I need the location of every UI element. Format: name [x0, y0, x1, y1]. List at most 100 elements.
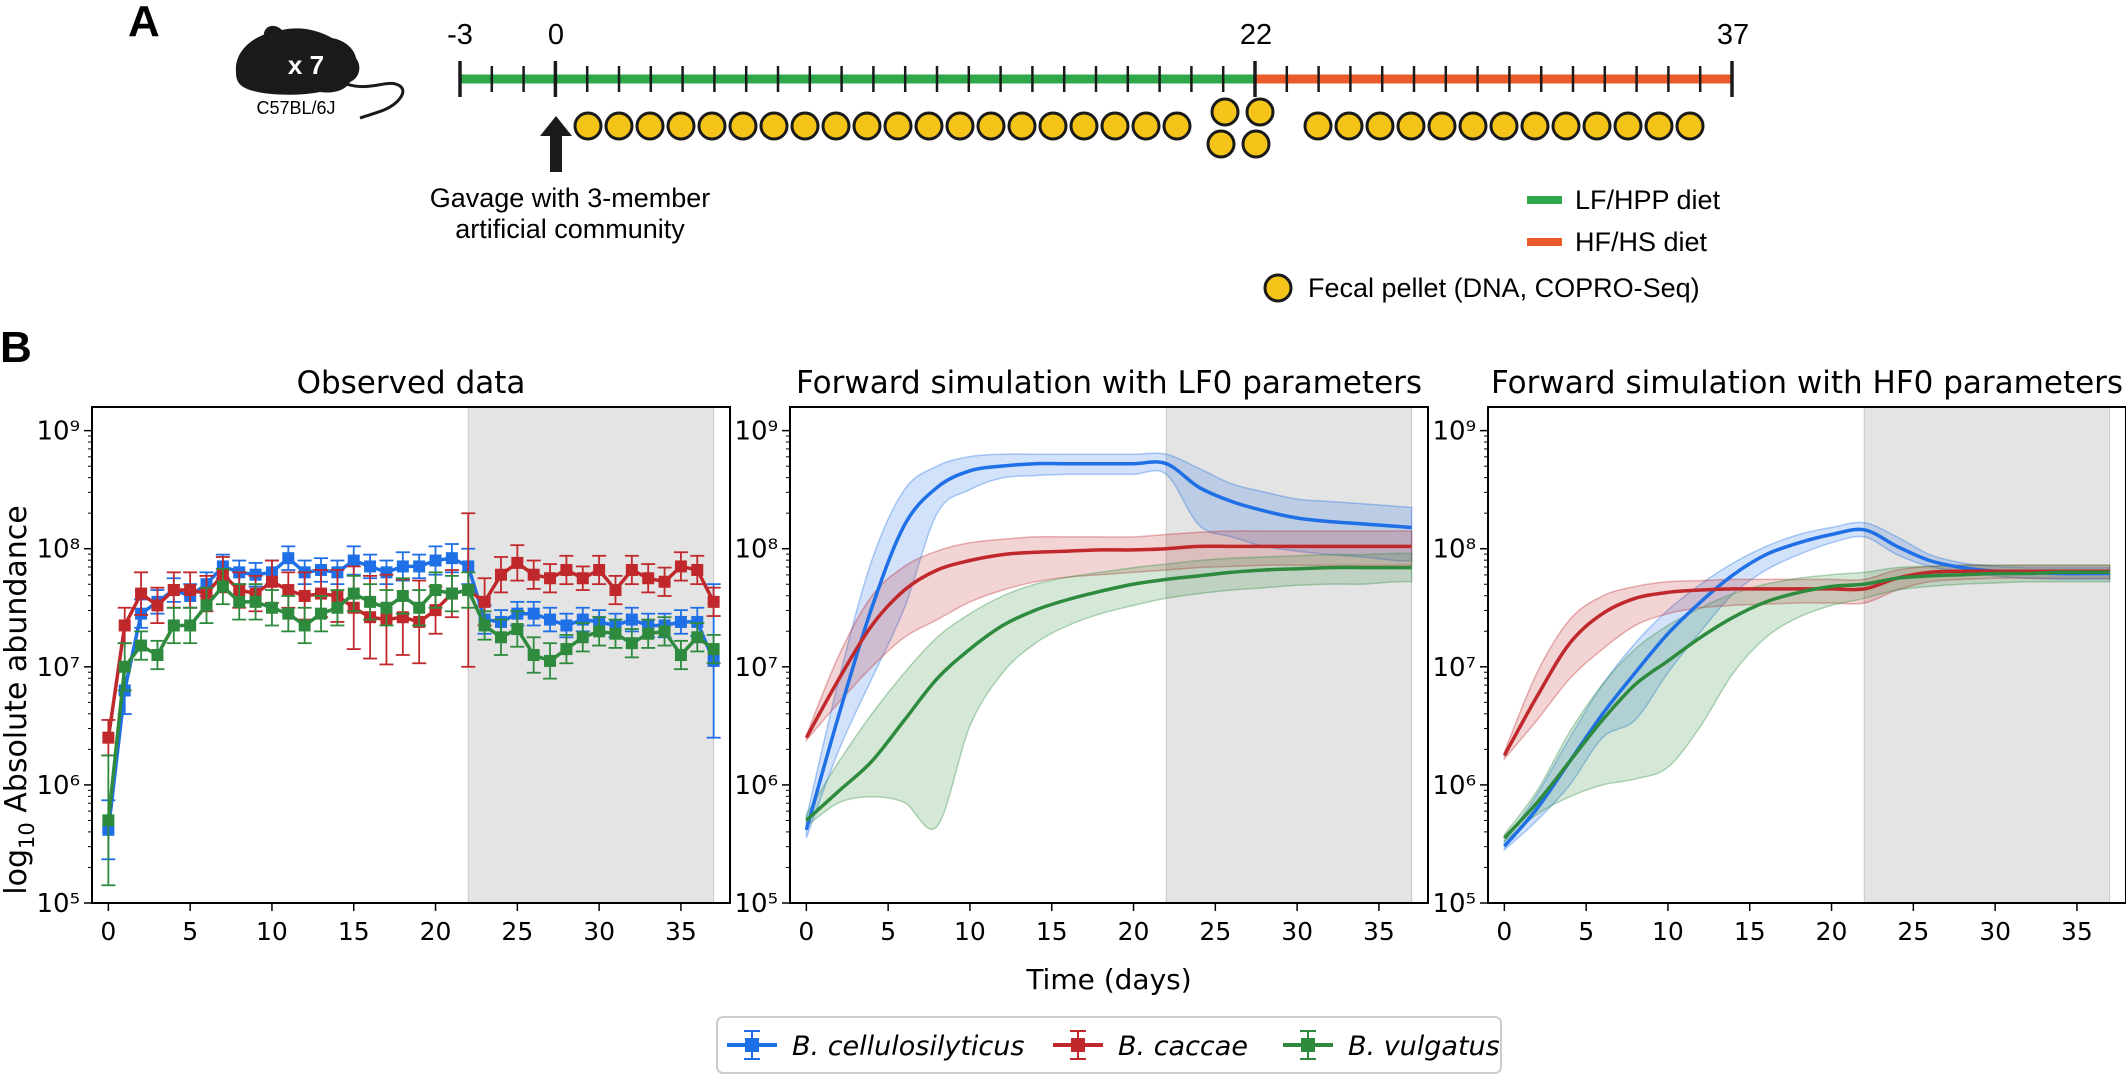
y-tick-label: 10⁵	[36, 889, 80, 919]
data-point	[135, 639, 148, 652]
legend-hf-label: HF/HS diet	[1575, 227, 1708, 257]
data-point	[102, 814, 115, 827]
data-point	[282, 552, 295, 565]
data-point	[625, 563, 638, 576]
timeline-tick-label-neg3: -3	[447, 19, 473, 51]
x-tick-label: 5	[182, 917, 198, 946]
y-tick-label: 10⁷	[734, 653, 778, 683]
x-tick-label: 30	[1979, 917, 2011, 946]
data-point	[233, 595, 246, 608]
data-point	[544, 572, 557, 585]
fecal-pellet-icon	[1210, 97, 1240, 127]
x-tick-label: 15	[1734, 917, 1766, 946]
data-point	[167, 584, 180, 597]
data-point	[151, 649, 164, 661]
fecal-pellet-icon	[1206, 129, 1236, 159]
y-tick-label: 10⁹	[1432, 417, 1476, 447]
x-tick-label: 5	[1578, 917, 1594, 946]
fecal-pellet-icon	[604, 111, 634, 141]
fecal-pellet-icon	[1396, 111, 1426, 141]
fecal-pellet-icon	[1489, 111, 1519, 141]
y-tick-label: 10⁸	[36, 535, 80, 565]
data-point	[364, 595, 377, 608]
legend-cellulosilyticus-label: B. cellulosilyticus	[792, 1031, 1024, 1062]
chart-forward-sim-lf0: Forward simulation with LF0 parameters 0 5…	[734, 365, 1429, 946]
x-tick-label: 0	[798, 917, 814, 946]
data-point	[674, 615, 687, 628]
data-point	[118, 660, 131, 673]
data-point	[593, 563, 606, 576]
chart-observed-data: Observed data 0 5 10 15 20 25 30 35 10⁵ 10⁶ 10⁷ 10⁸ 1…	[36, 365, 731, 946]
fecal-pellet-icon	[790, 111, 820, 141]
timeline-tick-label-22: 22	[1240, 19, 1272, 51]
fecal-pellet-icon	[1038, 111, 1068, 141]
data-point	[413, 601, 426, 614]
gavage-arrow-icon	[540, 116, 572, 172]
data-point	[429, 554, 442, 567]
data-point	[707, 643, 720, 656]
legend-cellulosilyticus-marker	[727, 1030, 777, 1060]
data-point	[298, 619, 311, 632]
data-point	[478, 619, 491, 632]
x-tick-label: 30	[583, 917, 615, 946]
data-point	[576, 631, 589, 644]
y-tick-label: 10⁷	[1432, 653, 1476, 683]
data-point	[282, 584, 295, 597]
y-tick-label: 10⁵	[734, 889, 778, 919]
legend-vulgatus-label: B. vulgatus	[1348, 1031, 1500, 1062]
legend-lf-label: LF/HPP diet	[1575, 185, 1721, 215]
data-point	[396, 560, 409, 573]
fecal-pellet-icon	[1675, 111, 1705, 141]
fecal-pellet-icon	[1644, 111, 1674, 141]
fecal-pellet-icon	[852, 111, 882, 141]
data-point	[184, 584, 197, 597]
mouse-count: x 7	[288, 50, 324, 80]
y-tick-label: 10⁹	[734, 417, 778, 447]
data-point	[560, 619, 573, 632]
data-point	[118, 619, 131, 632]
y-tick-label: 10⁸	[734, 535, 778, 565]
fecal-pellet-icon	[1100, 111, 1130, 141]
fecal-pellet-icon	[1365, 111, 1395, 141]
fecal-pellet-icon	[1458, 111, 1488, 141]
data-point	[674, 560, 687, 573]
data-point	[560, 563, 573, 576]
data-point	[347, 587, 360, 600]
fecal-pellet-icon	[945, 111, 975, 141]
data-point	[249, 568, 262, 581]
data-point	[216, 580, 229, 593]
y-tick-label: 10⁹	[36, 417, 80, 447]
chart-forward-sim-hf0: Forward simulation with HF0 parameters 0 5…	[1432, 365, 2126, 946]
panel-a-label: A	[128, 0, 160, 46]
data-point	[544, 613, 557, 626]
fecal-pellet-icon	[1582, 111, 1612, 141]
panel-b-label: B	[0, 323, 32, 372]
series-line	[804, 544, 1412, 739]
data-point	[102, 731, 115, 744]
data-point	[445, 552, 458, 565]
fecal-pellet-icon	[883, 111, 913, 141]
x-tick-label: 25	[501, 917, 533, 946]
fecal-pellet-icon	[1613, 111, 1643, 141]
data-point	[674, 649, 687, 661]
x-axis-label: Time (days)	[1025, 963, 1191, 996]
data-point	[609, 584, 622, 597]
data-point	[265, 575, 278, 588]
axes-frame	[1487, 406, 2126, 904]
data-point	[184, 619, 197, 632]
fecal-pellet-icon	[1245, 97, 1275, 127]
data-point	[625, 613, 638, 626]
x-tick-label: 10	[1652, 917, 1684, 946]
confidence-band	[805, 452, 1413, 839]
data-point	[315, 607, 328, 620]
x-tick-label: 10	[954, 917, 986, 946]
plot-area	[804, 452, 1413, 839]
x-tick-label: 15	[338, 917, 370, 946]
data-point	[527, 607, 540, 620]
data-point	[380, 601, 393, 614]
data-point	[658, 575, 671, 588]
y-tick-label: 10⁶	[1432, 771, 1476, 801]
y-axis-label: log10 Absolute abundance	[0, 505, 39, 895]
x-tick-label: 30	[1281, 917, 1313, 946]
data-point	[544, 654, 557, 667]
